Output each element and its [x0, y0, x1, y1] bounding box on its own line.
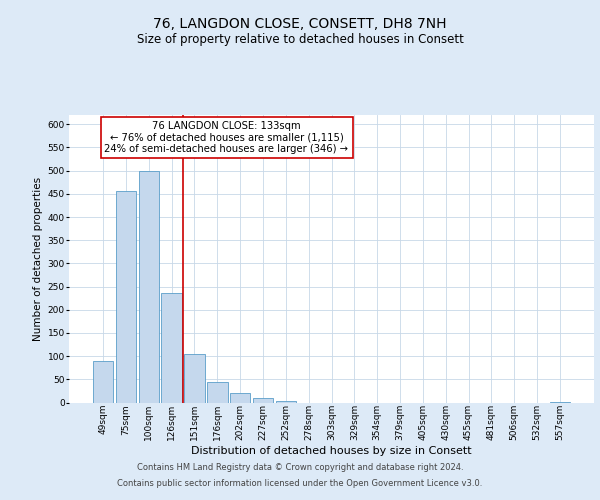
- Text: 76 LANGDON CLOSE: 133sqm
← 76% of detached houses are smaller (1,115)
24% of sem: 76 LANGDON CLOSE: 133sqm ← 76% of detach…: [104, 120, 349, 154]
- Bar: [139, 170, 159, 402]
- Bar: [93, 361, 113, 403]
- Bar: [116, 190, 136, 402]
- Text: Contains public sector information licensed under the Open Government Licence v3: Contains public sector information licen…: [118, 478, 482, 488]
- Bar: [184, 354, 205, 403]
- Text: 76, LANGDON CLOSE, CONSETT, DH8 7NH: 76, LANGDON CLOSE, CONSETT, DH8 7NH: [153, 18, 447, 32]
- X-axis label: Distribution of detached houses by size in Consett: Distribution of detached houses by size …: [191, 446, 472, 456]
- Bar: [275, 401, 296, 402]
- Text: Contains HM Land Registry data © Crown copyright and database right 2024.: Contains HM Land Registry data © Crown c…: [137, 464, 463, 472]
- Bar: [207, 382, 227, 402]
- Bar: [161, 292, 182, 403]
- Bar: [230, 393, 250, 402]
- Y-axis label: Number of detached properties: Number of detached properties: [34, 176, 43, 341]
- Bar: [253, 398, 273, 402]
- Text: Size of property relative to detached houses in Consett: Size of property relative to detached ho…: [137, 32, 463, 46]
